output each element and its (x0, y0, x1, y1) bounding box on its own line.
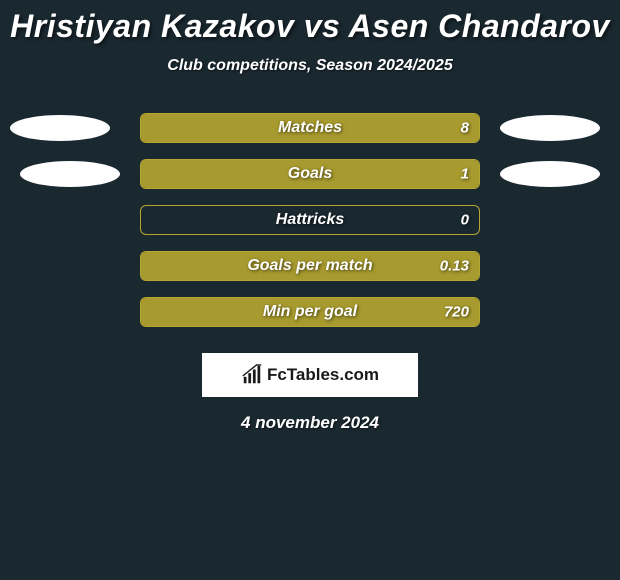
stat-row: Hattricks 0 (0, 197, 620, 243)
stat-label: Goals (288, 165, 332, 183)
stat-row: Goals 1 (0, 151, 620, 197)
stat-value: 8 (461, 120, 469, 137)
stat-row: Goals per match 0.13 (0, 243, 620, 289)
stat-label: Matches (278, 119, 342, 137)
stat-bar-goals-per-match: Goals per match 0.13 (140, 251, 480, 281)
stat-row: Min per goal 720 (0, 289, 620, 335)
stat-value: 1 (461, 166, 469, 183)
logo-text: FcTables.com (267, 365, 379, 385)
stat-label: Hattricks (276, 211, 344, 229)
stat-bar-goals: Goals 1 (140, 159, 480, 189)
stat-bar-min-per-goal: Min per goal 720 (140, 297, 480, 327)
stat-value: 0 (461, 212, 469, 229)
page-title: Hristiyan Kazakov vs Asen Chandarov (0, 8, 620, 45)
subtitle: Club competitions, Season 2024/2025 (0, 57, 620, 75)
logo-content: FcTables.com (241, 364, 379, 386)
date-text: 4 november 2024 (0, 413, 620, 433)
chart-icon (241, 364, 263, 386)
stat-value: 720 (444, 304, 469, 321)
stat-bar-matches: Matches 8 (140, 113, 480, 143)
stat-label: Goals per match (247, 257, 372, 275)
logo-box[interactable]: FcTables.com (202, 353, 418, 397)
stats-area: Matches 8 Goals 1 Hattricks 0 Goals per … (0, 105, 620, 335)
stat-value: 0.13 (440, 258, 469, 275)
comparison-widget: Hristiyan Kazakov vs Asen Chandarov Club… (0, 0, 620, 433)
stat-bar-hattricks: Hattricks 0 (140, 205, 480, 235)
stat-label: Min per goal (263, 303, 357, 321)
stat-row: Matches 8 (0, 105, 620, 151)
